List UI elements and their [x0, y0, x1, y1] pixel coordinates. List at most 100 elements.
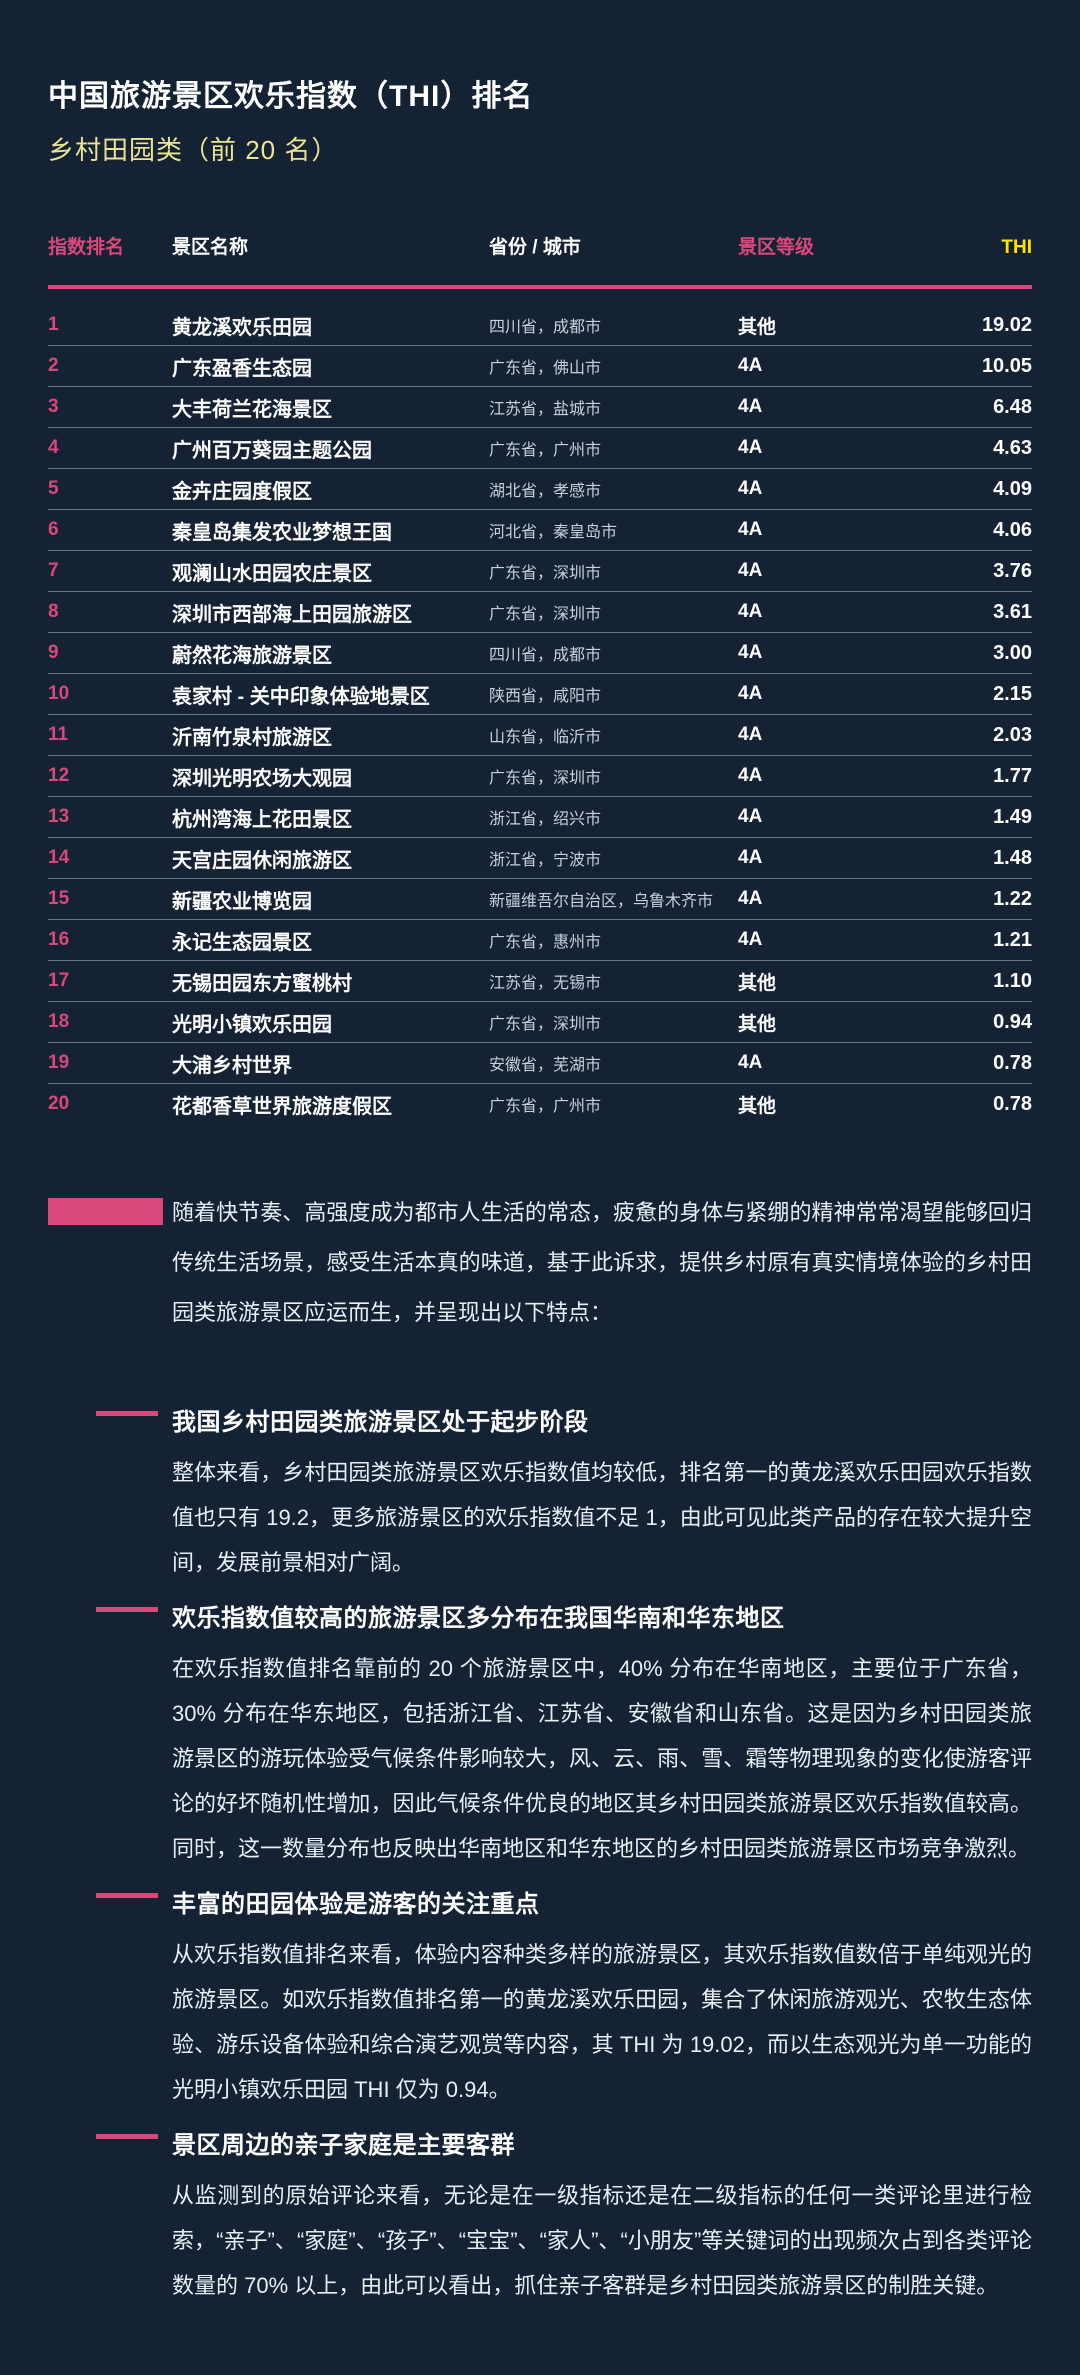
scenic-area-name-cell: 秦皇岛集发农业梦想王国 — [172, 521, 392, 544]
rank-cell: 4 — [48, 437, 59, 458]
column-header-grade: 景区等级 — [738, 237, 815, 258]
grade-cell: 4A — [738, 847, 763, 868]
grade-cell: 4A — [738, 355, 763, 376]
thi-value-cell: 4.06 — [993, 518, 1032, 541]
rank-cell: 12 — [48, 765, 70, 786]
grade-cell: 4A — [738, 560, 763, 581]
province-city-cell: 广东省，深圳市 — [489, 565, 602, 582]
rank-cell: 9 — [48, 642, 59, 663]
grade-cell: 4A — [738, 683, 763, 704]
province-city-cell: 河北省，秦皇岛市 — [489, 524, 618, 541]
province-city-cell: 山东省，临沂市 — [489, 729, 602, 746]
section-body: 整体来看，乡村田园类旅游景区欢乐指数值均较低，排名第一的黄龙溪欢乐田园欢乐指数值… — [172, 1460, 1032, 1575]
table-body: 1 黄龙溪欢乐田园 四川省，成都市 其他 19.02 2 广东盈香生态园 广东省… — [48, 289, 1032, 1124]
table-header-divider — [48, 285, 1032, 289]
province-city-cell: 浙江省，宁波市 — [489, 852, 602, 869]
thi-value-cell: 3.00 — [993, 641, 1032, 664]
scenic-area-name-cell: 永记生态园景区 — [172, 931, 312, 954]
table-row: 6 秦皇岛集发农业梦想王国 河北省，秦皇岛市 4A 4.06 — [48, 510, 1032, 551]
column-header-rank: 指数排名 — [48, 237, 125, 258]
province-city-cell: 江苏省，无锡市 — [489, 975, 602, 992]
scenic-area-name-cell: 深圳市西部海上田园旅游区 — [172, 603, 412, 626]
thi-value-cell: 1.77 — [993, 764, 1032, 787]
section-body: 从欢乐指数值排名来看，体验内容种类多样的旅游景区，其欢乐指数值数倍于单纯观光的旅… — [172, 1942, 1032, 2102]
intro-accent-bar — [48, 1198, 163, 1225]
scenic-area-name-cell: 花都香草世界旅游度假区 — [172, 1095, 392, 1118]
thi-value-cell: 1.21 — [993, 928, 1032, 951]
table-row: 12 深圳光明农场大观园 广东省，深圳市 4A 1.77 — [48, 756, 1032, 797]
table-row: 1 黄龙溪欢乐田园 四川省，成都市 其他 19.02 — [48, 305, 1032, 346]
province-city-cell: 江苏省，盐城市 — [489, 401, 602, 418]
grade-cell: 4A — [738, 929, 763, 950]
scenic-area-name-cell: 杭州湾海上花田景区 — [172, 808, 352, 831]
rank-cell: 2 — [48, 355, 59, 376]
scenic-area-name-cell: 广东盈香生态园 — [172, 357, 312, 380]
rank-cell: 15 — [48, 888, 70, 909]
province-city-cell: 广东省，广州市 — [489, 1098, 602, 1115]
section-accent-dash — [96, 2134, 158, 2139]
thi-value-cell: 0.78 — [993, 1092, 1032, 1115]
grade-cell: 其他 — [738, 972, 777, 994]
analysis-section: 丰富的田园体验是游客的关注重点 从欢乐指数值排名来看，体验内容种类多样的旅游景区… — [48, 1890, 1032, 2112]
thi-value-cell: 4.09 — [993, 477, 1032, 500]
scenic-area-name-cell: 广州百万葵园主题公园 — [172, 439, 372, 462]
rank-cell: 10 — [48, 683, 70, 704]
thi-value-cell: 1.22 — [993, 887, 1032, 910]
analysis-section: 我国乡村田园类旅游景区处于起步阶段 整体来看，乡村田园类旅游景区欢乐指数值均较低… — [48, 1408, 1032, 1585]
scenic-area-name-cell: 袁家村 - 关中印象体验地景区 — [172, 685, 430, 708]
section-body: 在欢乐指数值排名靠前的 20 个旅游景区中，40% 分布在华南地区，主要位于广东… — [172, 1656, 1032, 1861]
grade-cell: 4A — [738, 601, 763, 622]
table-row: 7 观澜山水田园农庄景区 广东省，深圳市 4A 3.76 — [48, 551, 1032, 592]
page-subtitle: 乡村田园类（前 20 名） — [48, 135, 339, 165]
thi-value-cell: 2.15 — [993, 682, 1032, 705]
report-page: 中国旅游景区欢乐指数（THI）排名 乡村田园类（前 20 名） 指数排名 景区名… — [48, 80, 1032, 2308]
rank-cell: 17 — [48, 970, 70, 991]
column-header-location: 省份 / 城市 — [489, 237, 581, 258]
scenic-area-name-cell: 黄龙溪欢乐田园 — [172, 316, 312, 339]
table-row: 18 光明小镇欢乐田园 广东省，深圳市 其他 0.94 — [48, 1002, 1032, 1043]
table-row: 9 蔚然花海旅游景区 四川省，成都市 4A 3.00 — [48, 633, 1032, 674]
province-city-cell: 广东省，佛山市 — [489, 360, 602, 377]
thi-value-cell: 6.48 — [993, 395, 1032, 418]
grade-cell: 4A — [738, 765, 763, 786]
scenic-area-name-cell: 蔚然花海旅游景区 — [172, 644, 332, 667]
rank-cell: 3 — [48, 396, 59, 417]
rank-cell: 18 — [48, 1011, 70, 1032]
scenic-area-name-cell: 天宫庄园休闲旅游区 — [172, 849, 352, 872]
table-row: 4 广州百万葵园主题公园 广东省，广州市 4A 4.63 — [48, 428, 1032, 469]
thi-value-cell: 4.63 — [993, 436, 1032, 459]
grade-cell: 4A — [738, 396, 763, 417]
section-accent-dash — [96, 1607, 158, 1612]
scenic-area-name-cell: 大浦乡村世界 — [172, 1054, 292, 1077]
table-row: 19 大浦乡村世界 安徽省，芜湖市 4A 0.78 — [48, 1043, 1032, 1084]
table-row: 8 深圳市西部海上田园旅游区 广东省，深圳市 4A 3.61 — [48, 592, 1032, 633]
province-city-cell: 新疆维吾尔自治区，乌鲁木齐市 — [489, 893, 714, 910]
province-city-cell: 广东省，深圳市 — [489, 606, 602, 623]
section-title: 丰富的田园体验是游客的关注重点 — [172, 1891, 540, 1918]
section-accent-dash — [96, 1893, 158, 1898]
thi-value-cell: 0.94 — [993, 1010, 1032, 1033]
section-title: 我国乡村田园类旅游景区处于起步阶段 — [172, 1409, 589, 1436]
section-title: 景区周边的亲子家庭是主要客群 — [172, 2132, 515, 2159]
province-city-cell: 四川省，成都市 — [489, 319, 602, 336]
scenic-area-name-cell: 深圳光明农场大观园 — [172, 767, 352, 790]
analysis-section: 景区周边的亲子家庭是主要客群 从监测到的原始评论来看，无论是在一级指标还是在二级… — [48, 2131, 1032, 2308]
table-row: 3 大丰荷兰花海景区 江苏省，盐城市 4A 6.48 — [48, 387, 1032, 428]
table-row: 15 新疆农业博览园 新疆维吾尔自治区，乌鲁木齐市 4A 1.22 — [48, 879, 1032, 920]
page-title: 中国旅游景区欢乐指数（THI）排名 — [48, 80, 534, 113]
province-city-cell: 广东省，深圳市 — [489, 770, 602, 787]
table-row: 20 花都香草世界旅游度假区 广东省，广州市 其他 0.78 — [48, 1084, 1032, 1124]
grade-cell: 4A — [738, 724, 763, 745]
thi-value-cell: 3.76 — [993, 559, 1032, 582]
intro-block: 随着快节奏、高强度成为都市人生活的常态，疲惫的身体与紧绷的精神常常渴望能够回归传… — [48, 1188, 1032, 1338]
grade-cell: 4A — [738, 642, 763, 663]
column-header-thi: THI — [1001, 237, 1032, 258]
intro-paragraph: 随着快节奏、高强度成为都市人生活的常态，疲惫的身体与紧绷的精神常常渴望能够回归传… — [172, 1200, 1032, 1325]
analysis-sections: 我国乡村田园类旅游景区处于起步阶段 整体来看，乡村田园类旅游景区欢乐指数值均较低… — [48, 1408, 1032, 2308]
grade-cell: 4A — [738, 806, 763, 827]
thi-value-cell: 3.61 — [993, 600, 1032, 623]
province-city-cell: 安徽省，芜湖市 — [489, 1057, 602, 1074]
rank-cell: 11 — [48, 724, 69, 745]
rank-cell: 8 — [48, 601, 59, 622]
grade-cell: 其他 — [738, 1013, 777, 1035]
